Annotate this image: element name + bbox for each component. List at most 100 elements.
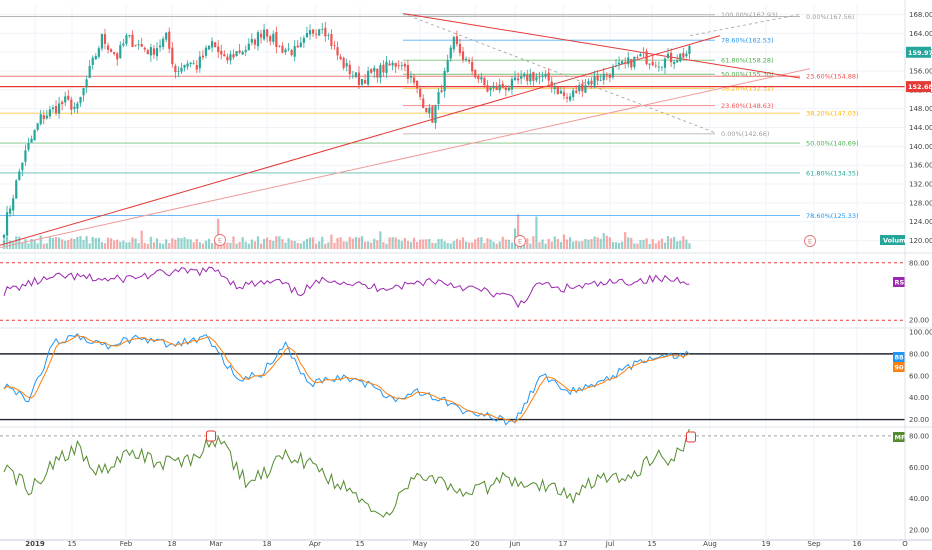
volume-bar <box>155 238 159 249</box>
rsi-line <box>3 266 690 309</box>
candle-body <box>61 101 64 105</box>
candle-body <box>315 33 318 35</box>
candle-body <box>351 75 354 77</box>
candle-body <box>578 85 581 92</box>
mfi-line <box>3 428 690 518</box>
volume-bar <box>581 241 584 249</box>
price-tick-label: 148.00 <box>909 105 932 113</box>
candle-body <box>143 47 146 50</box>
candle-body <box>621 61 624 64</box>
candle-body <box>15 180 18 199</box>
volume-bar <box>266 237 269 249</box>
volume-bar <box>480 237 483 249</box>
price-tick-label: 132.00 <box>909 181 932 189</box>
x-tick-label: Jun <box>509 540 521 548</box>
candle-body <box>67 95 70 100</box>
candle-body <box>207 45 211 50</box>
volume-bar <box>440 238 443 249</box>
candle-body <box>474 69 477 78</box>
volume-bar <box>397 239 400 249</box>
candle-body <box>259 33 263 38</box>
candle-body <box>391 62 394 66</box>
candle-body <box>36 123 39 130</box>
volume-bar <box>367 241 370 249</box>
indicator-tag-label: MFI <box>895 433 908 441</box>
candle-body <box>501 83 504 88</box>
volume-bar <box>339 237 342 249</box>
volume-bar <box>174 239 177 249</box>
volume-bar <box>587 239 590 249</box>
volume-bar <box>676 241 679 249</box>
volume-bar <box>578 241 581 249</box>
volume-bar <box>103 243 107 249</box>
candle-body <box>449 47 452 59</box>
volume-bar <box>391 237 394 249</box>
candle-body <box>149 47 152 56</box>
candle-body <box>186 63 189 67</box>
volume-bar <box>394 237 397 249</box>
candle-body <box>324 27 327 37</box>
candle-body <box>428 107 431 114</box>
rsi-panel[interactable]: 80.00 20.00 RSI <box>0 259 929 325</box>
mfi-panel[interactable]: 80.00 60.00 40.00 20.00 MFI <box>0 428 929 535</box>
stoch-tick-label: 80.00 <box>909 350 929 358</box>
candle-body <box>155 48 159 57</box>
x-tick-label: Feb <box>120 540 133 548</box>
candle-body <box>82 88 85 96</box>
volume-bar <box>385 243 388 249</box>
candle-body <box>657 66 660 68</box>
candle-body <box>296 45 299 48</box>
volume-bar <box>57 237 61 249</box>
volume-bar <box>409 242 413 249</box>
candle-body <box>97 48 100 57</box>
candle-body <box>367 70 370 85</box>
candle-body <box>70 99 73 110</box>
candle-body <box>648 63 651 65</box>
volume-bar <box>12 242 15 249</box>
candle-body <box>290 50 293 55</box>
candle-body <box>137 44 140 46</box>
candle-body <box>483 77 486 86</box>
volume-bar <box>547 238 550 249</box>
candle-body <box>91 57 94 65</box>
candle-body <box>146 50 149 55</box>
volume-bar <box>688 243 691 249</box>
volume-tag-box <box>880 235 905 245</box>
candle-body <box>168 31 171 49</box>
volume-bar <box>290 240 293 249</box>
volume-bar <box>501 236 504 249</box>
volume-bar <box>91 236 94 249</box>
volume-bar <box>428 238 431 249</box>
stochastic-panel[interactable]: 100.00 80.00 60.00 40.00 20.00 88 90 <box>0 329 932 426</box>
candle-body <box>532 72 535 81</box>
candle-body <box>477 76 480 80</box>
price-panel[interactable]: 100.00%(167.93) 78.60%(162.53) 61.80%(158.… <box>0 11 905 249</box>
candle-body <box>480 77 483 80</box>
candle-body <box>33 129 36 141</box>
volume-bar <box>100 242 104 249</box>
volume-bar <box>669 238 673 249</box>
volume-bar <box>351 238 354 249</box>
candle-body <box>455 36 458 45</box>
volume-bar <box>39 235 42 249</box>
price-tag-box <box>906 81 931 93</box>
stoch-tick-label: 20.00 <box>909 416 929 424</box>
volume-bar <box>621 241 624 249</box>
fib-trend-extension <box>689 14 801 37</box>
volume-bar <box>443 241 446 249</box>
volume-bar <box>673 236 676 249</box>
volume-bar <box>602 232 605 249</box>
volume-bar <box>403 237 406 249</box>
volume-bar <box>296 243 299 249</box>
volume-bar <box>416 241 419 249</box>
candle-body <box>88 65 91 78</box>
candle-body <box>627 57 630 65</box>
volume-bar <box>327 242 330 249</box>
candle-body <box>250 39 253 43</box>
candle-body <box>106 45 110 50</box>
candle-body <box>39 114 42 125</box>
candle-body <box>217 46 220 53</box>
stoch-d-line <box>3 334 690 423</box>
trendline-support <box>0 35 721 246</box>
